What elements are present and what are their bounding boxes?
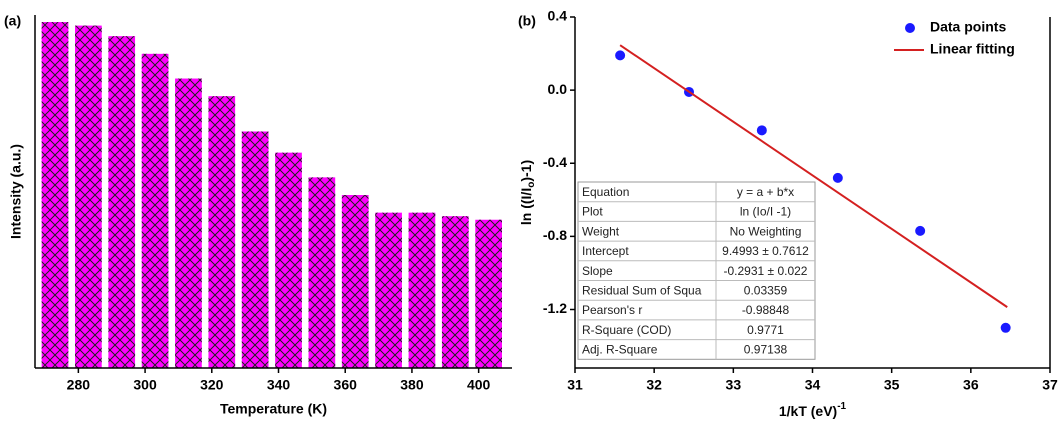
bar — [75, 25, 102, 369]
y-tick-label: -0.8 — [543, 227, 567, 243]
table-cell: Slope — [582, 264, 613, 278]
table-cell: 9.4993 ± 0.7612 — [722, 244, 809, 258]
bar-hatch — [475, 219, 502, 368]
bar-hatch — [275, 152, 302, 368]
bar — [341, 195, 369, 368]
bar-hatch — [308, 177, 336, 368]
table-cell: 0.97138 — [744, 343, 788, 357]
x-tick-label: 35 — [884, 377, 900, 393]
table-cell: Pearson's r — [582, 303, 642, 317]
bar-hatch — [341, 195, 369, 368]
y-tick-label: -1.2 — [543, 300, 567, 316]
x-tick-label: 36 — [963, 377, 979, 393]
table-cell: Weight — [582, 224, 620, 238]
x-tick-label: 340 — [267, 377, 291, 393]
y-axis-label-part: )-1) — [518, 160, 534, 182]
table-cell: ln (Io/I -1) — [740, 205, 791, 219]
table-cell: Intercept — [582, 244, 629, 258]
bar-hatch — [141, 53, 169, 369]
data-point — [615, 50, 626, 61]
y-tick-label: -0.4 — [543, 154, 567, 170]
x-axis-label-sup: -1 — [837, 401, 846, 412]
table-cell: No Weighting — [730, 224, 802, 238]
x-tick-label: 320 — [200, 377, 224, 393]
panel-label: (a) — [4, 13, 21, 29]
bar-hatch — [208, 96, 236, 368]
y-tick-label: 0.4 — [548, 8, 568, 24]
bar — [208, 96, 236, 368]
data-point — [1000, 322, 1011, 333]
table-frame — [577, 181, 816, 360]
bar — [175, 78, 202, 368]
x-tick-label: 37 — [1042, 377, 1058, 393]
bar — [108, 36, 136, 369]
y-axis-label: ln ((I/Io)-1) — [518, 160, 537, 225]
x-tick-label: 32 — [646, 377, 662, 393]
x-axis-label: 1/kT (eV)-1 — [779, 401, 847, 419]
x-tick-label: 34 — [805, 377, 821, 393]
bar-hatch — [175, 78, 202, 368]
table-cell: -0.98848 — [742, 303, 790, 317]
bar — [241, 131, 269, 368]
data-point — [832, 172, 843, 183]
x-tick-label: 380 — [400, 377, 424, 393]
table-cell: Equation — [582, 185, 629, 199]
table-cell: y = a + b*x — [737, 185, 794, 199]
x-tick-label: 400 — [467, 377, 491, 393]
y-tick-label: 0.0 — [548, 81, 568, 97]
x-axis-label-part: 1/kT (eV) — [779, 403, 837, 419]
bar — [408, 212, 436, 368]
y-axis-label-part: ln ((I/I — [518, 188, 534, 225]
x-axis-label: Temperature (K) — [220, 401, 327, 417]
data-point — [756, 125, 767, 136]
bar-hatch — [375, 212, 402, 368]
legend-swatch — [905, 23, 915, 33]
bar-hatch — [441, 216, 469, 368]
bar — [375, 212, 402, 368]
y-axis-label-sub: o — [526, 182, 537, 188]
bar — [308, 177, 336, 368]
x-tick-label: 280 — [67, 377, 91, 393]
bar — [441, 216, 469, 368]
table-cell: 0.9771 — [747, 323, 784, 337]
bar — [475, 219, 502, 368]
bar — [275, 152, 302, 368]
panel-label: (b) — [518, 13, 536, 29]
table-cell: -0.2931 ± 0.022 — [724, 264, 808, 278]
bar — [141, 53, 169, 369]
x-tick-label: 31 — [567, 377, 583, 393]
bar-hatch — [241, 131, 269, 368]
table-cell: 0.03359 — [744, 284, 788, 298]
data-point — [915, 225, 926, 236]
table-cell: R-Square (COD) — [582, 323, 671, 337]
table-cell: Residual Sum of Squa — [582, 284, 702, 298]
fit-line — [619, 44, 1008, 308]
y-axis-label: Intensity (a.u.) — [8, 144, 24, 239]
bar — [41, 22, 69, 369]
table-cell: Plot — [582, 205, 603, 219]
legend-label: Data points — [930, 19, 1006, 35]
table-cell: Adj. R-Square — [582, 343, 658, 357]
bar-hatch — [108, 36, 136, 369]
bar-hatch — [408, 212, 436, 368]
x-tick-label: 33 — [726, 377, 742, 393]
x-tick-label: 360 — [334, 377, 358, 393]
legend-label: Linear fitting — [930, 41, 1015, 57]
bar-hatch — [75, 25, 102, 369]
bar-hatch — [41, 22, 69, 369]
x-tick-label: 300 — [133, 377, 157, 393]
